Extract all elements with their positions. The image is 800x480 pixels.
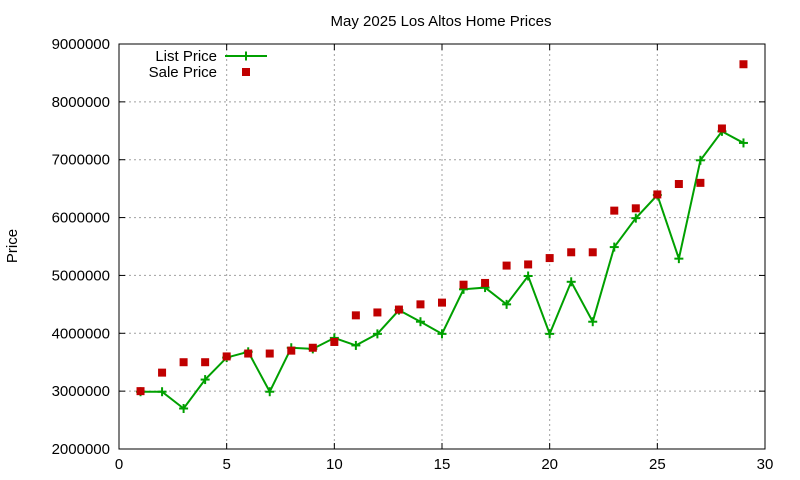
x-tick-label: 5 [222, 456, 230, 473]
list-price-point [200, 375, 210, 385]
grid [119, 44, 765, 449]
legend-label: List Price [155, 48, 217, 65]
list-price-point [674, 254, 684, 264]
x-tick-label: 15 [434, 456, 451, 473]
sale-price-point [502, 261, 511, 270]
chart-title: May 2025 Los Altos Home Prices [331, 13, 552, 30]
sale-price-point [588, 248, 597, 257]
sale-price-point [481, 278, 490, 287]
x-tick-label: 25 [649, 456, 666, 473]
list-price-point [566, 277, 576, 287]
list-price-point [738, 138, 748, 148]
sale-price-point [265, 349, 274, 358]
y-tick-label: 8000000 [52, 94, 110, 111]
y-tick-label: 4000000 [52, 325, 110, 342]
series-sale-price [136, 60, 748, 396]
list-price-point [372, 329, 382, 339]
sale-price-point [351, 311, 360, 320]
list-price-point [609, 242, 619, 252]
sale-price-point [222, 352, 231, 361]
list-price-point [179, 404, 189, 413]
sale-price-point [631, 204, 640, 213]
sale-price-point [459, 280, 468, 289]
x-tick-label: 10 [326, 456, 343, 473]
legend-plus-marker [241, 51, 251, 61]
y-tick-label: 9000000 [52, 36, 110, 53]
list-price-point [265, 387, 275, 397]
legend-label: Sale Price [149, 64, 217, 81]
sale-price-point [438, 298, 446, 307]
sale-price-point [717, 124, 726, 133]
sale-price-point [545, 254, 554, 263]
sale-price-point [287, 346, 296, 355]
axis-ticks: 0 5 10 15 20 25 30 2000000 3000000 4000000 5000000… [52, 36, 774, 473]
legend-square-marker [242, 68, 250, 76]
y-tick-label: 6000000 [52, 210, 110, 227]
sale-price-point [567, 248, 576, 257]
list-price-point [437, 329, 447, 339]
sale-price-point [330, 337, 339, 346]
list-price-point [502, 299, 512, 309]
list-price-point [631, 213, 641, 223]
list-price-point [415, 317, 425, 327]
series [136, 60, 748, 413]
y-tick-label: 3000000 [52, 383, 110, 400]
sale-price-point [158, 368, 167, 377]
sale-price-point [373, 308, 382, 317]
list-price-point [157, 387, 167, 397]
sale-price-point [739, 60, 748, 69]
sale-price-point [696, 178, 705, 187]
sale-price-point [524, 260, 533, 269]
sale-price-point [653, 190, 662, 199]
x-tick-label: 0 [115, 456, 123, 473]
sale-price-point [179, 358, 188, 367]
y-tick-label: 7000000 [52, 152, 110, 169]
sale-price-point [136, 387, 145, 396]
x-tick-label: 30 [757, 456, 774, 473]
sale-price-point [610, 206, 619, 215]
sale-price-point [308, 343, 317, 352]
y-axis-label: Price [4, 229, 21, 263]
x-tick-label: 20 [541, 456, 558, 473]
list-price-point [523, 271, 533, 281]
list-price-point [545, 329, 555, 339]
sale-price-point [201, 358, 210, 367]
plot-border [118, 43, 766, 450]
sale-price-point [394, 305, 403, 314]
sale-price-point [416, 300, 425, 309]
list-price-point [588, 317, 598, 327]
sale-price-point [244, 349, 253, 358]
list-price-point [351, 340, 361, 350]
y-tick-label: 2000000 [52, 441, 110, 458]
list-price-point [695, 155, 705, 165]
y-tick-label: 5000000 [52, 267, 110, 284]
sale-price-point [674, 180, 683, 189]
